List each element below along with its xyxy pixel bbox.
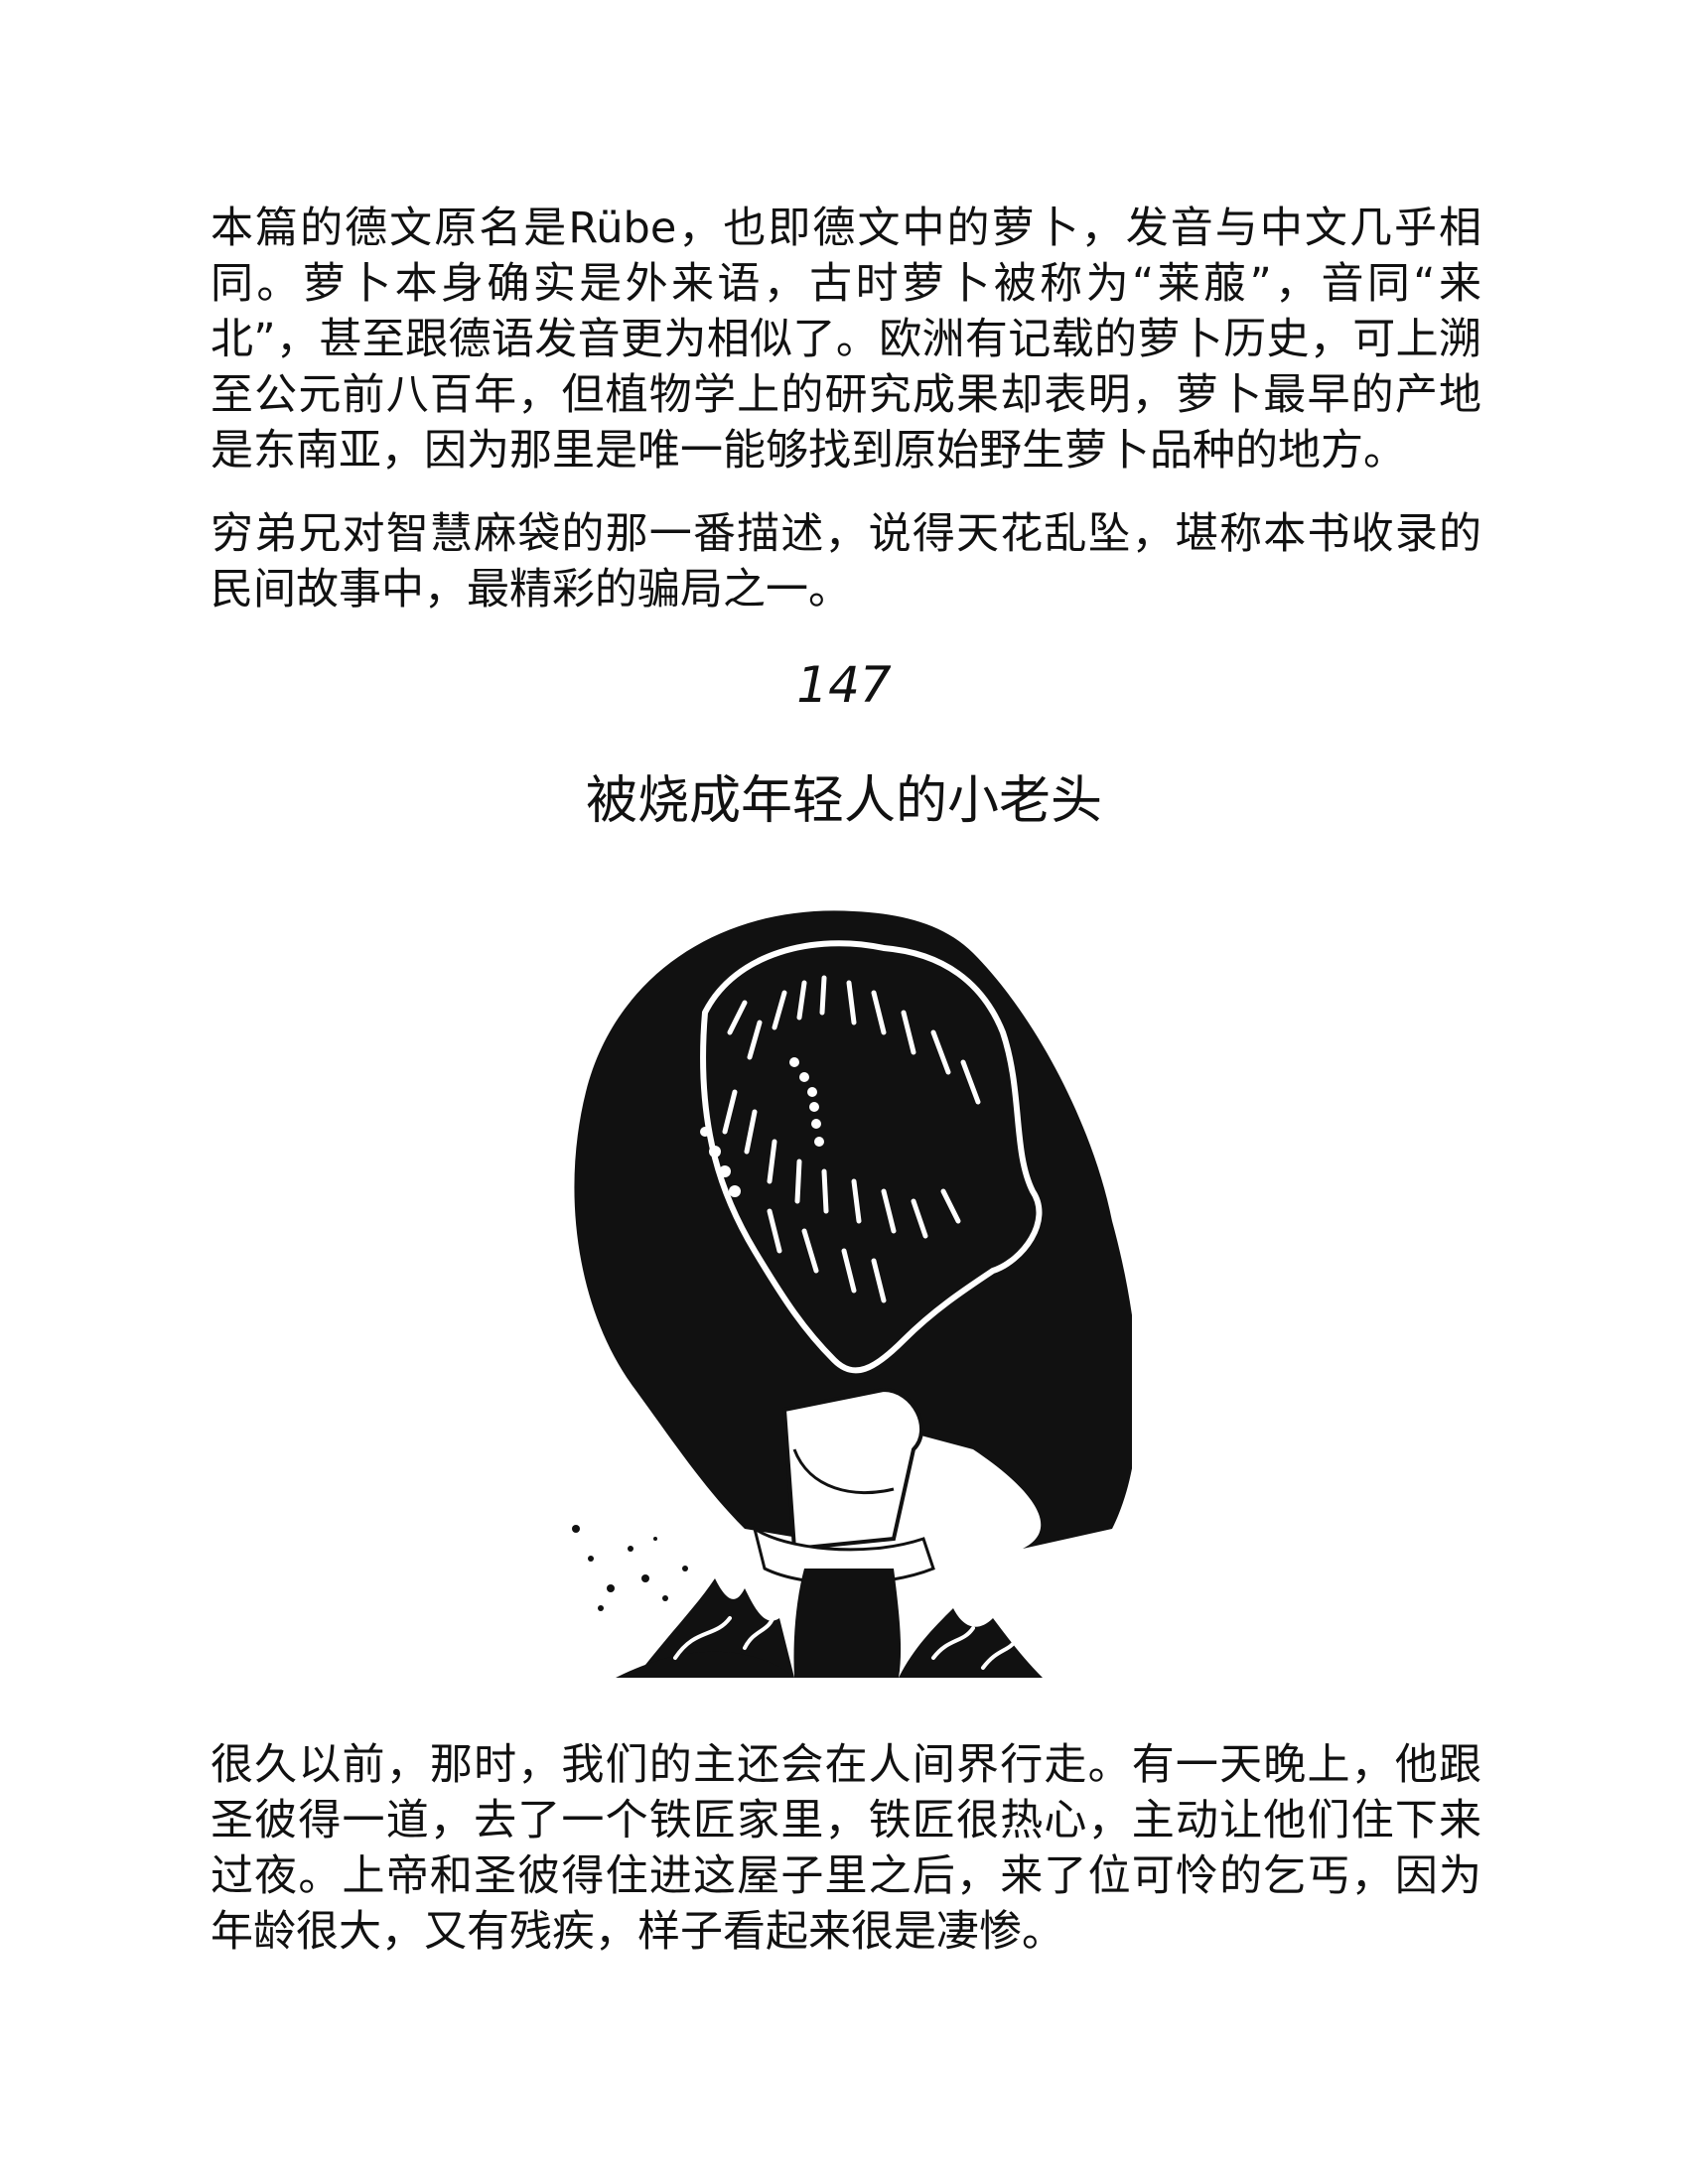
body [793, 1569, 901, 1678]
commentary-paragraph-1: 本篇的德文原名是Rübe，也即德文中的萝卜，发音与中文几乎相同。萝卜本身确实是外… [211, 201, 1481, 478]
woodcut-illustration [556, 893, 1132, 1678]
commentary-paragraph-2: 穷弟兄对智慧麻袋的那一番描述，说得天花乱坠，堪称本书收录的民间故事中，最精彩的骗… [211, 506, 1481, 617]
story-opening-paragraph: 很久以前，那时，我们的主还会在人间界行走。有一天晚上，他跟圣彼得一道，去了一个铁… [211, 1737, 1481, 1960]
story-number: 147 [0, 655, 1688, 715]
story-title: 被烧成年轻人的小老头 [0, 769, 1688, 833]
sparks [572, 1525, 688, 1611]
